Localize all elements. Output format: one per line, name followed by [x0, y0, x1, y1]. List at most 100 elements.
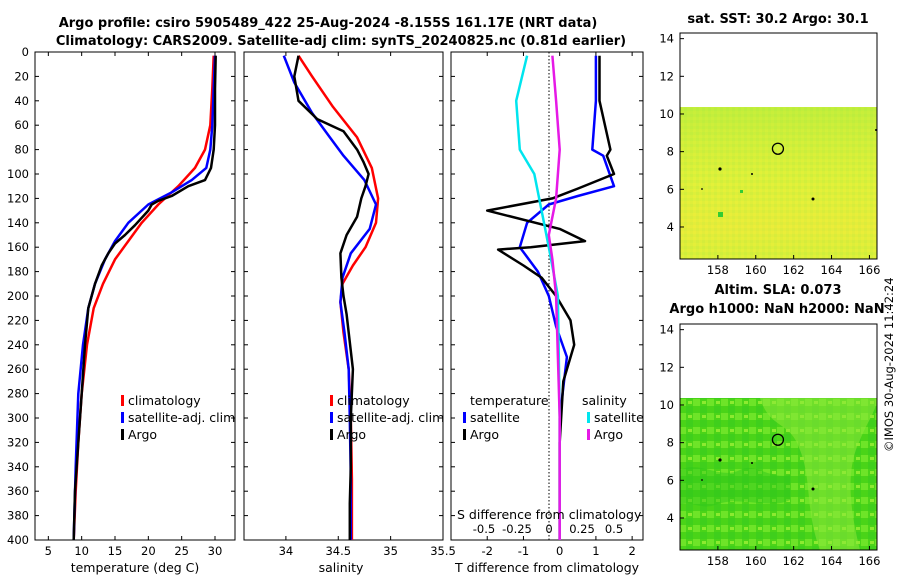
legend-swatch-satellite-clim [330, 412, 333, 423]
depth-tick-label: 320 [7, 435, 29, 449]
difference-axes-box [450, 51, 644, 541]
s-difference-label: S difference from climatology [457, 507, 642, 522]
x-tick-label: 20 [141, 544, 156, 558]
argo-position-marker [771, 142, 785, 155]
sst-map-frame [679, 32, 878, 260]
series-argo [72, 55, 217, 540]
temperature-xlabel: temperature (deg C) [71, 560, 200, 575]
legend-swatch-climatology [121, 395, 124, 406]
sst-map-ticks: 158 160 162 164 166 4 6 8 10 12 14 [659, 32, 880, 277]
x-tick-label: 10 [74, 544, 89, 558]
map-y-tick-label: 12 [659, 69, 674, 83]
temperature-legend: climatology satellite-adj. clim Argo [121, 393, 235, 442]
legend-heading-temperature: temperature [470, 393, 549, 408]
legend-label-satellite-clim: satellite-adj. clim [128, 410, 235, 425]
map-x-tick-label: 164 [821, 554, 843, 568]
island-marker [811, 487, 815, 491]
imos-timestamp: ©IMOS 30-Aug-2024 11:42:24 [882, 277, 896, 452]
sla-nodata-area [680, 324, 877, 398]
x-tick-label: 15 [108, 544, 123, 558]
depth-tick-label: 400 [7, 533, 29, 547]
x-tick-label: 1 [592, 544, 599, 558]
x-tick-label: 34.5 [325, 544, 351, 558]
island-marker [701, 479, 703, 481]
argo-position-marker [771, 433, 785, 446]
difference-panel: -2 -1 0 1 2 S difference from climatology -0… [450, 51, 644, 575]
island-marker [811, 197, 815, 201]
map-x-tick-label: 158 [707, 263, 729, 277]
x-tick-label: 25 [174, 544, 189, 558]
depth-tick-label: 100 [7, 167, 29, 181]
main-title-line1: Argo profile: csiro 5905489_422 25-Aug-2… [59, 16, 598, 31]
map-y-tick-label: 8 [667, 436, 674, 450]
x-tick-label: -2 [481, 544, 492, 558]
sst-pixel [718, 212, 723, 217]
legend-swatch-argo [330, 429, 333, 440]
sla-feature [760, 398, 877, 550]
depth-tick-label: 240 [7, 338, 29, 352]
depth-tick-label: 160 [7, 240, 29, 254]
sst-pixel [740, 190, 743, 193]
difference-legend: temperature satellite Argo salinity sate… [463, 393, 644, 442]
island-marker [718, 167, 722, 171]
legend-swatch-sal-satellite [587, 412, 590, 423]
sst-map-title: sat. SST: 30.2 Argo: 30.1 [687, 12, 868, 27]
legend-label-satellite-clim: satellite-adj. clim [337, 410, 444, 425]
legend-label-sal-satellite: satellite [594, 410, 644, 425]
depth-tick-label: 180 [7, 265, 29, 279]
depth-tick-label: 360 [7, 484, 29, 498]
map-y-tick-label: 10 [659, 107, 674, 121]
t-difference-xlabel: T difference from climatology [454, 560, 640, 575]
depth-tick-label: 380 [7, 509, 29, 523]
legend-heading-salinity: salinity [582, 393, 627, 408]
legend-label-climatology: climatology [128, 393, 201, 408]
series-temperature-argo [485, 55, 616, 540]
sla-map: Altim. SLA: 0.073 Argo h1000: NaN h2000:… [659, 283, 884, 568]
map-y-tick-label: 6 [667, 473, 674, 487]
map-y-tick-label: 12 [659, 360, 674, 374]
sla-map-frame [679, 323, 878, 551]
x-tick-label: -1 [518, 544, 529, 558]
depth-tick-label: 20 [14, 69, 29, 83]
map-y-tick-label: 6 [667, 182, 674, 196]
map-x-tick-label: 162 [783, 263, 805, 277]
sla-map-title: Altim. SLA: 0.073 [715, 283, 842, 298]
temperature-tick-labels: 5 10 15 20 25 30 [35, 51, 235, 558]
depth-tick-label: 340 [7, 460, 29, 474]
s-tick: -0.25 [502, 522, 532, 536]
depth-tick-label: 220 [7, 313, 29, 327]
depth-tick-label: 80 [14, 143, 29, 157]
legend-label-temp-argo: Argo [470, 427, 499, 442]
series-salinity-argo [547, 55, 561, 540]
series-satellite-adj-clim [72, 55, 217, 540]
temperature-axes-box [34, 51, 236, 541]
x-tick-label: 2 [628, 544, 635, 558]
x-tick-label: 0 [556, 544, 563, 558]
sst-field-shading [680, 107, 877, 259]
map-y-tick-label: 8 [667, 145, 674, 159]
legend-label-argo: Argo [337, 427, 366, 442]
sla-map-ticks: 158 160 162 164 166 4 6 8 10 12 14 [659, 323, 880, 568]
depth-tick-label: 260 [7, 362, 29, 376]
map-y-tick-label: 4 [667, 511, 674, 525]
island-marker [751, 173, 753, 175]
x-tick-label: 35 [383, 544, 398, 558]
salinity-panel: 34 34.5 35 35.5 salinity climatology satell… [243, 51, 456, 575]
salinity-xlabel: salinity [319, 560, 364, 575]
depth-tick-label: 140 [7, 216, 29, 230]
temperature-panel: 0 20 40 60 80 100 120 140 160 180 200 220 240 260 280 3… [7, 45, 236, 575]
legend-swatch-temp-satellite [463, 412, 466, 423]
s-tick: -0.5 [473, 522, 495, 536]
depth-tick-label: 0 [22, 45, 29, 59]
island-marker [875, 129, 877, 131]
legend-label-argo: Argo [128, 427, 157, 442]
series-satellite-adj-clim [282, 55, 378, 540]
map-x-tick-label: 160 [745, 263, 767, 277]
map-x-tick-label: 162 [783, 554, 805, 568]
legend-label-temp-satellite: satellite [470, 410, 520, 425]
legend-swatch-temp-argo [463, 429, 466, 440]
legend-label-climatology: climatology [337, 393, 410, 408]
argo-height-title: Argo h1000: NaN h2000: NaN [669, 302, 884, 317]
depth-tick-label: 280 [7, 387, 29, 401]
legend-swatch-satellite-clim [121, 412, 124, 423]
